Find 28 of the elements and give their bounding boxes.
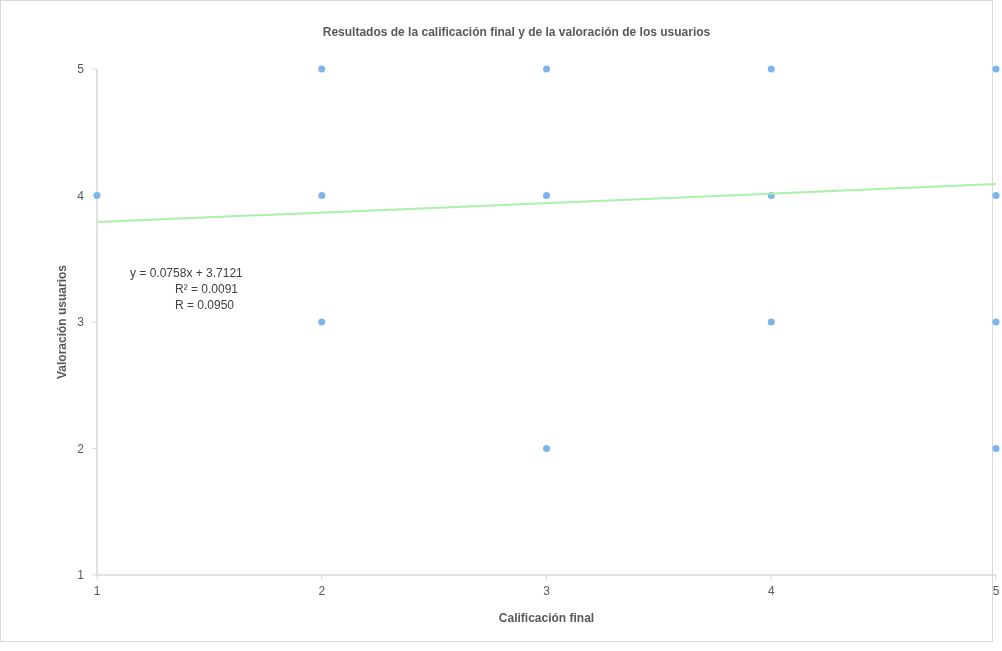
annotation: R² = 0.0091 [175,282,239,296]
y-tick-label: 3 [77,315,85,329]
y-tick-label: 1 [77,568,85,582]
x-tick-label: 5 [992,584,1000,598]
point [992,445,1000,452]
y-axis-title: Valoración usuarios [55,264,69,380]
point [767,318,775,326]
point [992,318,1000,326]
y-tick-label: 5 [77,62,85,76]
y-tick-label: 4 [77,188,85,203]
x-tick-label: 3 [543,584,551,598]
point [543,445,550,452]
point [318,65,326,73]
y-tick-label: 2 [77,441,85,456]
x-tick-label: 4 [767,584,775,598]
point [767,65,775,73]
point [543,65,550,73]
point [318,318,326,326]
annotation: y = 0.0758x + 3.7121 [130,266,244,280]
chart-title: Resultados de la calificación final y de la valoración de los usuarios [322,25,711,39]
x-tick-label: 2 [318,584,326,598]
x-tick-label: 1 [93,584,101,598]
annotation: R = 0.0950 [175,298,235,312]
point [543,192,550,199]
point [992,65,1000,73]
point [318,192,326,199]
point [992,192,1000,199]
x-axis-title: Calificación final [498,611,595,625]
